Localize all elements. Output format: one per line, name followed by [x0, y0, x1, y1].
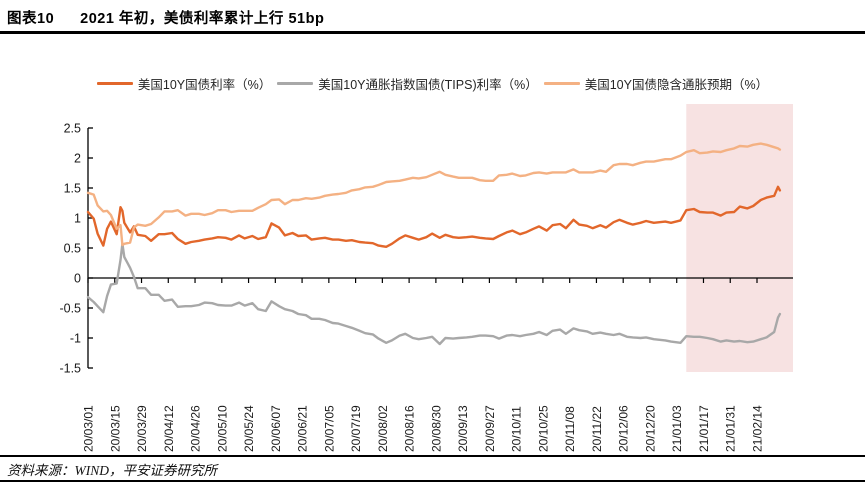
legend-label: 美国10Y国债利率（%）	[137, 78, 272, 92]
chart-legend: 美国10Y国债利率（%） 美国10Y通胀指数国债(TIPS)利率（%） 美国10…	[0, 74, 865, 93]
x-tick-label: 20/04/12	[162, 405, 176, 452]
legend-item-tips: 美国10Y通胀指数国债(TIPS)利率（%）	[277, 74, 538, 93]
legend-line-swatch-light-orange	[543, 82, 580, 85]
y-tick-label: 0	[74, 272, 81, 286]
y-tick-label: -1.5	[59, 362, 81, 376]
x-tick-label: 20/11/08	[563, 406, 577, 452]
legend-label: 美国10Y通胀指数国债(TIPS)利率（%）	[318, 78, 538, 92]
legend-label: 美国10Y国债隐含通胀预期（%）	[584, 78, 769, 92]
x-tick-label: 20/11/22	[590, 406, 604, 452]
x-tick-label: 20/06/21	[296, 405, 310, 452]
x-tick-label: 20/12/06	[617, 405, 631, 452]
y-tick-label: 2	[74, 152, 81, 166]
y-tick-label: 0.5	[64, 242, 81, 256]
x-tick-label: 20/12/20	[643, 405, 657, 452]
series-line-2	[86, 142, 782, 247]
figure-header: 图表10 2021 年初，美债利率累计上行 51bp	[7, 7, 865, 28]
x-tick-label: 20/10/11	[510, 406, 524, 452]
series-line-0	[86, 185, 782, 249]
source-row: 资料来源：WIND，平安证券研究所	[0, 455, 865, 482]
x-tick-label: 21/01/17	[697, 405, 711, 452]
y-tick-label: -0.5	[59, 302, 81, 316]
highlight-band-2021	[686, 104, 793, 372]
source-text: 资料来源：WIND，平安证券研究所	[7, 462, 217, 478]
x-tick-label: 20/04/26	[189, 405, 203, 452]
legend-item-breakeven: 美国10Y国债隐含通胀预期（%）	[543, 74, 769, 93]
x-tick-label: 20/09/13	[456, 405, 470, 452]
figure-title: 2021 年初，美债利率累计上行 51bp	[80, 11, 325, 27]
y-tick-label: 1	[74, 212, 81, 226]
x-tick-label: 20/07/05	[322, 405, 336, 452]
figure-number: 图表10	[7, 11, 55, 27]
x-tick-label: 20/05/24	[242, 405, 256, 452]
x-tick-label: 20/08/30	[429, 405, 443, 452]
x-tick-label: 21/02/14	[751, 405, 765, 452]
legend-item-nominal: 美国10Y国债利率（%）	[96, 74, 272, 93]
x-tick-label: 21/01/03	[670, 405, 684, 452]
x-tick-label: 20/09/27	[483, 405, 497, 452]
x-tick-label: 20/10/25	[536, 405, 550, 452]
x-tick-label: 21/01/31	[724, 405, 738, 452]
legend-line-swatch-orange	[96, 82, 133, 85]
series-line-1	[86, 242, 782, 346]
x-tick-label: 20/03/15	[108, 405, 122, 452]
y-tick-label: -1	[70, 332, 81, 346]
x-tick-label: 20/05/10	[215, 405, 229, 452]
title-divider-rule	[0, 31, 865, 34]
y-tick-label: 2.5	[64, 122, 81, 136]
legend-line-swatch-gray	[277, 82, 314, 85]
x-tick-label: 20/07/19	[349, 405, 363, 452]
y-tick-label: 1.5	[64, 182, 81, 196]
x-tick-label: 20/03/29	[135, 405, 149, 452]
x-tick-label: 20/06/07	[269, 405, 283, 452]
x-tick-label: 20/08/02	[376, 405, 390, 452]
x-tick-label: 20/03/01	[82, 405, 96, 452]
x-tick-label: 20/08/16	[403, 405, 417, 452]
